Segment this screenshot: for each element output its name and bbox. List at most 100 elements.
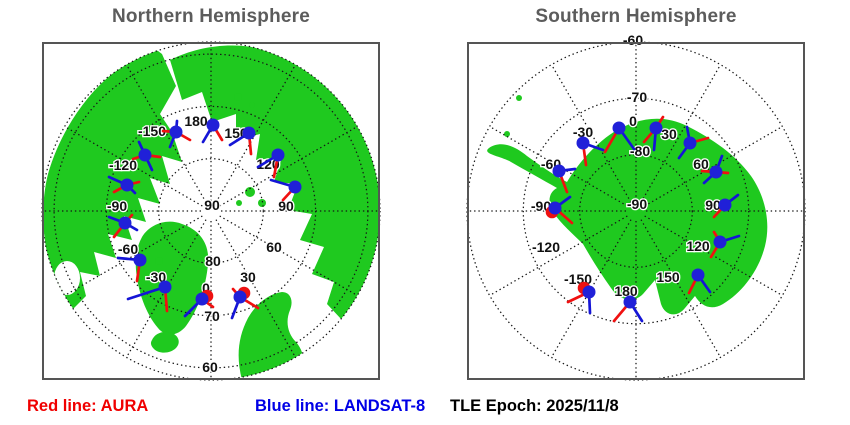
latitude-circle — [158, 158, 264, 264]
satellite-marker — [545, 195, 574, 225]
landsat8-position-dot — [683, 136, 697, 150]
north-hemisphere-map: 90 80 70 60 180 -150 150 120 -120 -90 90 60 -60 -30 30… — [41, 41, 381, 381]
meridian-line — [219, 215, 358, 297]
meridian-line — [219, 125, 358, 207]
meridian-line — [640, 64, 722, 203]
island — [245, 187, 255, 197]
landsat8-position-dot — [612, 121, 626, 135]
satellite-marker — [687, 268, 712, 295]
longitude-label: 120 — [686, 238, 710, 254]
longitude-label: 180 — [184, 113, 208, 129]
landsat8-position-dot — [133, 253, 147, 267]
legend-red-aura: Red line: AURA — [27, 397, 149, 415]
latitude-label: -60 — [623, 32, 643, 48]
meridian-line — [550, 219, 632, 358]
landsat8-position-dot — [206, 118, 220, 132]
island — [516, 95, 522, 101]
longitude-label: -120 — [109, 157, 137, 173]
longitude-label: 90 — [278, 198, 294, 214]
latitude-circle — [579, 154, 693, 268]
meridian-line — [215, 64, 297, 203]
south-hemisphere-map: -60 -70 -80 -90 0 30 -30 -60 60 -90 90 120 -120 150 -1… — [466, 31, 806, 381]
landsat8-position-dot — [718, 198, 732, 212]
latitude-label: 80 — [205, 253, 221, 269]
longitude-label: 30 — [661, 126, 677, 142]
landmass — [170, 45, 380, 320]
landsat8-position-dot — [233, 290, 247, 304]
island — [236, 200, 242, 206]
landmass — [150, 331, 179, 353]
longitude-label: -90 — [107, 198, 127, 214]
longitude-label: 60 — [266, 239, 282, 255]
meridian-line — [64, 125, 203, 207]
landsat8-position-dot — [158, 280, 172, 294]
longitude-label: -120 — [532, 239, 560, 255]
satellite-marker — [201, 118, 224, 144]
island — [163, 236, 173, 246]
island — [155, 257, 163, 265]
satellite-marker — [677, 125, 710, 160]
latitude-label: 70 — [204, 308, 220, 324]
satellite-marker — [603, 121, 636, 154]
longitude-label: 0 — [202, 280, 210, 296]
map-frame — [467, 42, 805, 380]
island — [504, 131, 510, 137]
south-map-title: Southern Hemisphere — [535, 6, 737, 27]
satellite-marker — [576, 136, 605, 167]
meridian-line — [125, 64, 207, 203]
satellite-marker — [230, 286, 260, 320]
map-frame — [42, 42, 380, 380]
landsat8-position-dot — [120, 178, 134, 192]
landmass — [238, 292, 304, 380]
satellite-marker — [712, 193, 740, 219]
island — [258, 199, 266, 207]
landsat8-position-dot — [691, 268, 705, 282]
meridian-line — [644, 125, 783, 207]
landsat8-position-dot — [709, 165, 723, 179]
meridian-line — [640, 219, 722, 358]
satellite-marker — [256, 148, 285, 179]
latitude-label: -70 — [627, 89, 647, 105]
satellite-marker — [228, 126, 256, 156]
satellite-marker — [183, 289, 215, 318]
meridian-line — [489, 215, 628, 297]
longitude-label: -150 — [138, 123, 166, 139]
island — [234, 93, 242, 101]
satellite-marker — [107, 213, 139, 239]
meridian-line — [644, 215, 783, 297]
longitude-label: 150 — [656, 269, 680, 285]
satellite-marker — [269, 178, 302, 202]
island — [179, 251, 187, 259]
landsat8-position-dot — [576, 136, 590, 150]
longitude-label: 180 — [614, 283, 638, 299]
longitude-label: 30 — [240, 269, 256, 285]
satellite-marker — [107, 175, 141, 195]
latitude-label: -80 — [630, 143, 650, 159]
latitude-label: -90 — [627, 196, 647, 212]
satellite-marker — [700, 154, 730, 185]
longitude-label: -60 — [118, 241, 138, 257]
latitude-label: 90 — [204, 197, 220, 213]
satellite-marker — [161, 119, 192, 149]
meridian-line — [64, 215, 203, 297]
landsat8-position-dot — [242, 126, 256, 140]
landsat8-position-dot — [138, 148, 152, 162]
landsat8-position-dot — [649, 121, 663, 135]
latitude-label: 60 — [202, 359, 218, 375]
satellite-marker — [709, 230, 741, 259]
longitude-label: 0 — [629, 113, 637, 129]
longitude-label: 90 — [705, 197, 721, 213]
landmass — [135, 221, 209, 335]
satellite-marker — [116, 253, 147, 283]
landsat8-position-dot — [582, 285, 596, 299]
meridian-line — [550, 64, 632, 203]
meridian-line — [215, 219, 297, 358]
legend-blue-landsat8: Blue line: LANDSAT-8 — [255, 397, 426, 415]
longitude-label: 60 — [693, 156, 709, 172]
landsat8-position-dot — [623, 295, 637, 309]
north-map-title: Northern Hemisphere — [111, 6, 311, 27]
